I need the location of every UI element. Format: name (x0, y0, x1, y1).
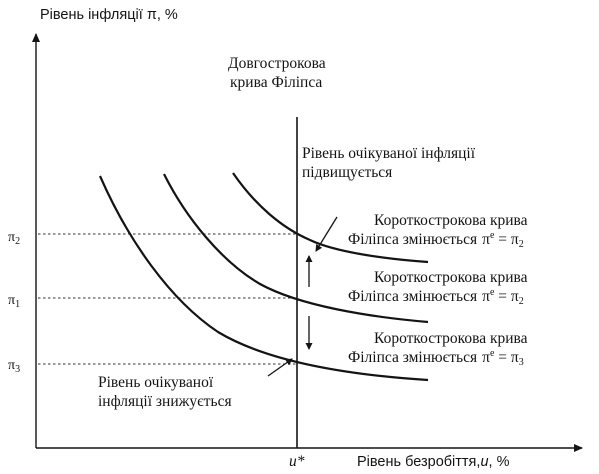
expected-inflation-down-line1: Рівень очікуваної (98, 374, 214, 391)
x-axis-label-suffix: , % (489, 454, 510, 470)
short-run-label-pi3-line1: Короткострокова крива (374, 330, 528, 347)
y-tick-pi2: π2 (8, 230, 20, 247)
y-tick-pi3: π3 (8, 358, 20, 375)
expected-inflation-up-line1: Рівень очікуваної інфляції (302, 145, 476, 162)
arrow-shift-up-diagonal (315, 216, 338, 252)
long-run-curve-label-line1: Довгострокова (228, 55, 326, 72)
x-axis-label: Рівень безробіття,u, % (357, 454, 510, 470)
short-run-label-pi1-line1: Короткострокова крива (374, 269, 528, 286)
arrow-shift-down-diagonal (267, 358, 293, 377)
expected-inflation-up-line2: підвищується (302, 164, 392, 181)
natural-rate-label: u* (289, 453, 305, 470)
short-run-curve-pi1 (163, 173, 429, 324)
y-tick-pi1: π1 (8, 293, 20, 310)
expected-inflation-down-line2: інфляції знижується (98, 393, 232, 410)
long-run-curve-label-line2: крива Філіпса (230, 74, 322, 91)
short-run-curve-pi2 (232, 172, 429, 264)
x-axis-label-var: u (480, 454, 488, 470)
short-run-label-pi1-line2: Філіпса змінюється πe = π2 (348, 287, 524, 307)
short-run-label-pi2-line2: Філіпса змінюється πe = π2 (348, 230, 524, 250)
x-axis-label-prefix: Рівень безробіття, (357, 454, 480, 470)
short-run-label-pi3-line2: Філіпса змінюється πe = π3 (348, 348, 524, 368)
short-run-label-pi2-line1: Короткострокова крива (374, 212, 528, 229)
y-axis-label: Рівень інфляції π, % (40, 7, 178, 23)
short-run-curve-pi3 (98, 175, 429, 382)
